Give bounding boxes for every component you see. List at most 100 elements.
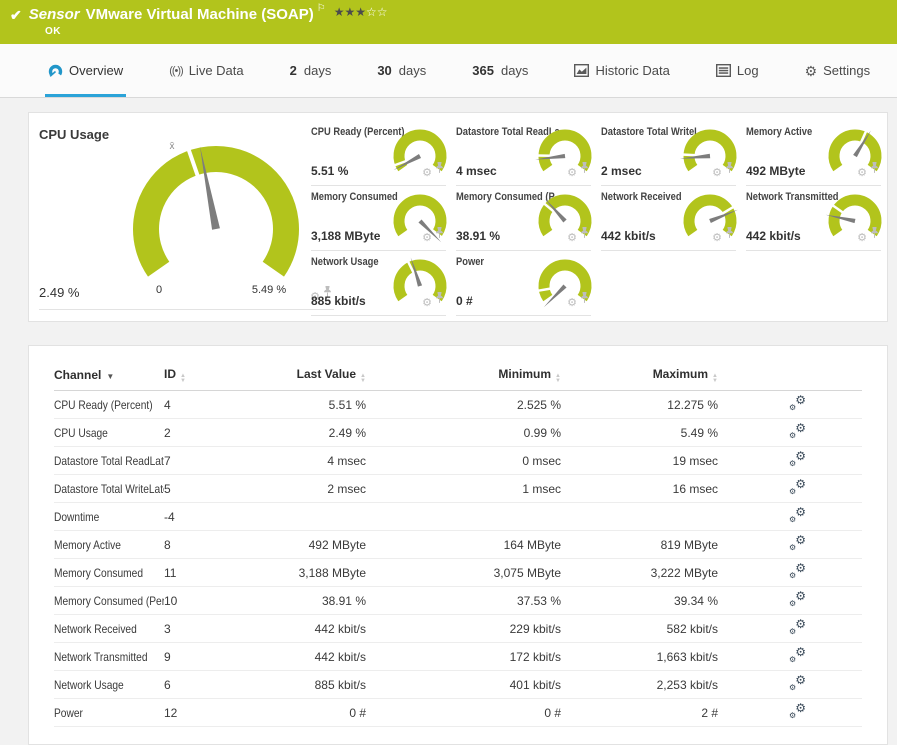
sensor-header: ✔ Sensor VMware Virtual Machine (SOAP) ⚐… [0, 0, 897, 44]
channel-name[interactable]: CPU Usage [54, 426, 108, 440]
gauge-title: Memory Consumed [311, 191, 398, 203]
channel-name[interactable]: Power [54, 706, 83, 720]
cell-last: 2 msec [218, 475, 366, 503]
column-header-max[interactable]: Maximum▲▼ [561, 360, 718, 391]
cell-id: 11 [164, 559, 218, 587]
gear-icon[interactable]: ⚙ [422, 298, 432, 309]
pin-icon[interactable] [870, 161, 879, 179]
channel-name[interactable]: Network Received [54, 622, 137, 636]
channel-settings-icon[interactable]: ⚙⚙ [789, 508, 806, 522]
gear-icon[interactable]: ⚙ [422, 233, 432, 244]
gear-icon[interactable]: ⚙ [422, 168, 432, 179]
star-icon[interactable]: ☆ [377, 5, 388, 19]
cell-last: 38.91 % [218, 587, 366, 615]
sort-icon: ▲▼ [180, 374, 186, 384]
channel-settings-icon[interactable]: ⚙⚙ [789, 480, 806, 494]
tab-label: days [304, 63, 331, 78]
cell-max: 39.34 % [561, 587, 718, 615]
gauge-title: Network Usage [311, 256, 379, 268]
gauge-value: 492 MByte [746, 164, 805, 178]
column-header-id[interactable]: ID▲▼ [164, 360, 218, 391]
gear-icon[interactable]: ⚙ [712, 233, 722, 244]
channel-name[interactable]: Downtime [54, 510, 99, 524]
channel-settings-icon[interactable]: ⚙⚙ [789, 452, 806, 466]
cell-id: 10 [164, 587, 218, 615]
channel-settings-icon[interactable]: ⚙⚙ [789, 592, 806, 606]
tab-prefix: 30 [377, 63, 391, 78]
channel-settings-icon[interactable]: ⚙⚙ [789, 704, 806, 718]
star-icon[interactable]: ★ [344, 5, 355, 19]
pin-icon[interactable] [435, 161, 444, 179]
pin-icon[interactable] [725, 161, 734, 179]
tab-historic-data[interactable]: Historic Data [571, 44, 672, 97]
pin-icon[interactable] [435, 226, 444, 244]
channel-name[interactable]: Network Transmitted [54, 650, 148, 664]
gear-icon[interactable]: ⚙ [857, 233, 867, 244]
channel-settings-icon[interactable]: ⚙⚙ [789, 536, 806, 550]
channel-name[interactable]: Memory Active [54, 538, 121, 552]
gear-icon[interactable]: ⚙ [712, 168, 722, 179]
gear-icon[interactable]: ⚙ [857, 168, 867, 179]
star-icon[interactable]: ☆ [366, 5, 377, 19]
tab-label: days [399, 63, 426, 78]
pin-icon[interactable] [580, 291, 589, 309]
channel-name[interactable]: CPU Ready (Percent) [54, 398, 153, 412]
channel-settings-icon[interactable]: ⚙⚙ [789, 676, 806, 690]
gauge-min-label: 0 [134, 284, 184, 296]
tab-overview[interactable]: Overview [45, 44, 126, 97]
channel-name[interactable]: Datastore Total WriteLate... [54, 482, 164, 496]
pin-icon[interactable] [580, 161, 589, 179]
channel-settings-icon[interactable]: ⚙⚙ [789, 396, 806, 410]
channel-name[interactable]: Network Usage [54, 678, 124, 692]
star-icon[interactable]: ★ [334, 5, 345, 19]
cell-min: 2.525 % [366, 391, 561, 419]
flag-icon[interactable]: ⚐ [317, 4, 326, 14]
gear-icon[interactable]: ⚙ [567, 168, 577, 179]
pin-icon[interactable] [435, 291, 444, 309]
channel-settings-icon[interactable]: ⚙⚙ [789, 424, 806, 438]
channel-settings-icon[interactable]: ⚙⚙ [789, 620, 806, 634]
channels-table: Channel▼ID▲▼Last Value▲▼Minimum▲▼Maximum… [54, 360, 862, 727]
cell-last: 3,188 MByte [218, 559, 366, 587]
channel-settings-icon[interactable]: ⚙⚙ [789, 564, 806, 578]
gauge-value: 5.51 % [311, 164, 348, 178]
tab-settings[interactable]: ⚙Settings [802, 44, 874, 97]
pin-icon[interactable] [725, 226, 734, 244]
cell-id: 2 [164, 419, 218, 447]
cell-id: 9 [164, 643, 218, 671]
rating-stars[interactable]: ★★★☆☆ [334, 5, 388, 19]
tab-log[interactable]: Log [713, 44, 762, 97]
live-icon: ((•)) [169, 65, 183, 77]
channel-name[interactable]: Datastore Total ReadLate... [54, 454, 164, 468]
gauge-cell-memory-consumed-pct: Memory Consumed (P...38.91 %⚙ [456, 186, 591, 251]
tab-30-days[interactable]: 30 days [374, 44, 429, 97]
column-header-last[interactable]: Last Value▲▼ [218, 360, 366, 391]
cpu-usage-gauge: x̄ [96, 137, 336, 282]
cell-min: 37.53 % [366, 587, 561, 615]
gear-icon[interactable]: ⚙ [567, 233, 577, 244]
star-icon[interactable]: ★ [355, 5, 366, 19]
pin-icon[interactable] [870, 226, 879, 244]
tab-live-data[interactable]: ((•))Live Data [166, 44, 246, 97]
gauge-cell-cpu-ready: CPU Ready (Percent)5.51 %⚙ [311, 121, 446, 186]
gauge-value: 442 kbit/s [746, 229, 801, 243]
gauge-cell-cpu-usage: CPU Usage x̄ 0 5.49 % 2.49 % ⚙ [39, 123, 334, 310]
channel-name[interactable]: Memory Consumed (Per... [54, 594, 164, 608]
gear-icon[interactable]: ⚙ [567, 298, 577, 309]
cell-max: 16 msec [561, 475, 718, 503]
gauge-value: 2 msec [601, 164, 642, 178]
column-header-channel[interactable]: Channel▼ [54, 360, 164, 391]
pin-icon[interactable] [580, 226, 589, 244]
channel-name[interactable]: Memory Consumed [54, 566, 143, 580]
channel-settings-icon[interactable]: ⚙⚙ [789, 648, 806, 662]
column-header-min[interactable]: Minimum▲▼ [366, 360, 561, 391]
